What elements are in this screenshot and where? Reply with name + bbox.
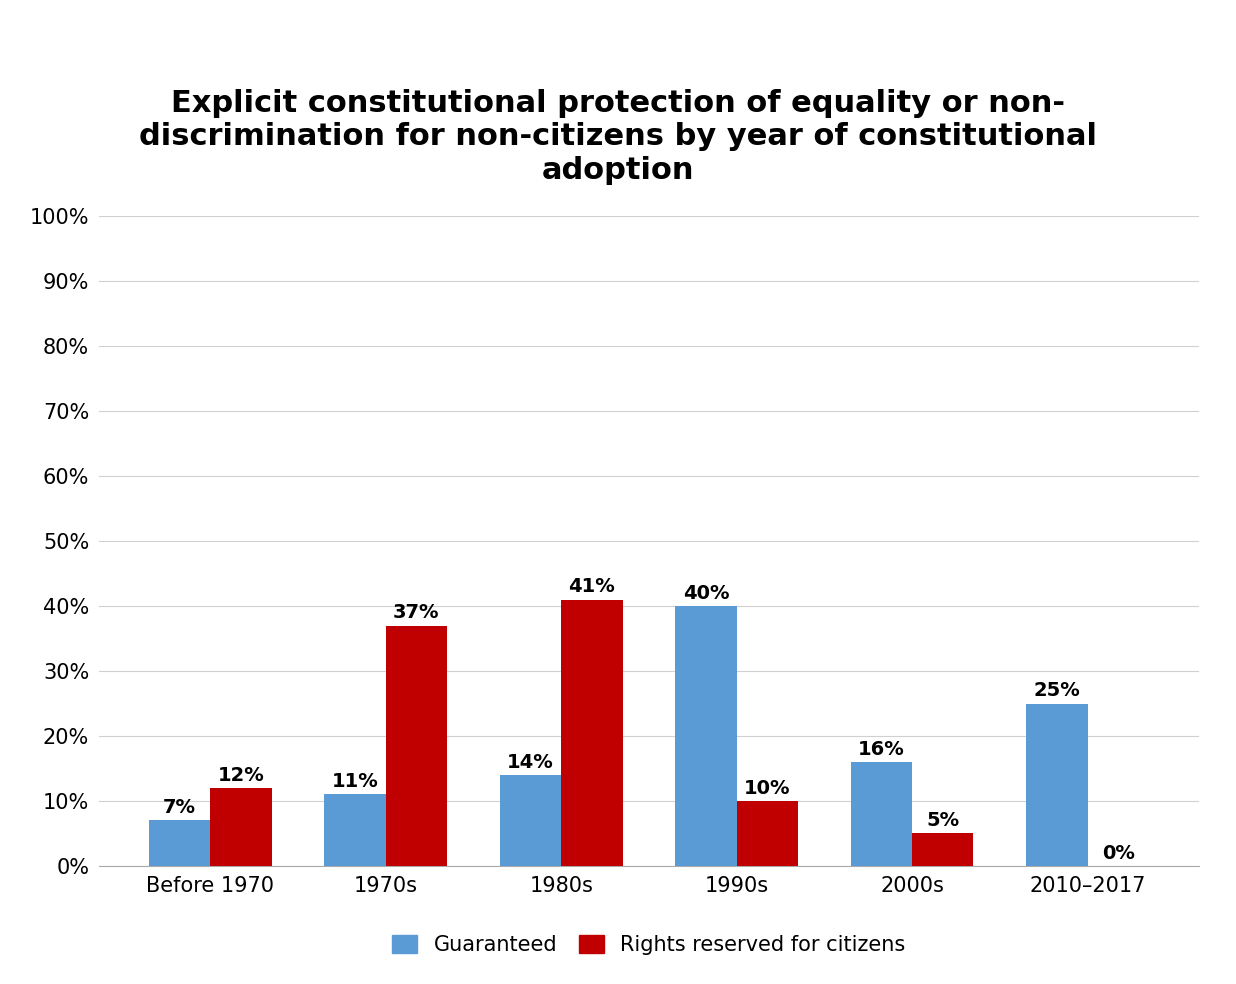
- Bar: [561, 599, 623, 866]
- Text: 16%: 16%: [858, 740, 905, 759]
- Text: 37%: 37%: [393, 603, 440, 622]
- Text: Explicit constitutional protection of equality or non-
discrimination for non-ci: Explicit constitutional protection of eq…: [138, 89, 1098, 185]
- Bar: [675, 606, 737, 866]
- Text: 12%: 12%: [218, 766, 265, 785]
- Bar: [737, 801, 798, 866]
- Text: 11%: 11%: [331, 772, 378, 791]
- Text: 0%: 0%: [1101, 843, 1135, 863]
- Text: 10%: 10%: [744, 778, 791, 798]
- Text: 5%: 5%: [926, 811, 959, 830]
- Text: 41%: 41%: [569, 578, 616, 596]
- Bar: [499, 775, 561, 866]
- Bar: [386, 626, 447, 866]
- Legend: Guaranteed, Rights reserved for citizens: Guaranteed, Rights reserved for citizens: [392, 935, 906, 955]
- Bar: [850, 762, 912, 866]
- Text: 40%: 40%: [682, 584, 729, 603]
- Bar: [1026, 704, 1088, 866]
- Bar: [210, 788, 272, 866]
- Bar: [324, 794, 386, 866]
- Bar: [148, 821, 210, 866]
- Text: 14%: 14%: [507, 753, 554, 771]
- Text: 25%: 25%: [1033, 681, 1080, 701]
- Text: 7%: 7%: [163, 798, 197, 817]
- Bar: [912, 833, 974, 866]
